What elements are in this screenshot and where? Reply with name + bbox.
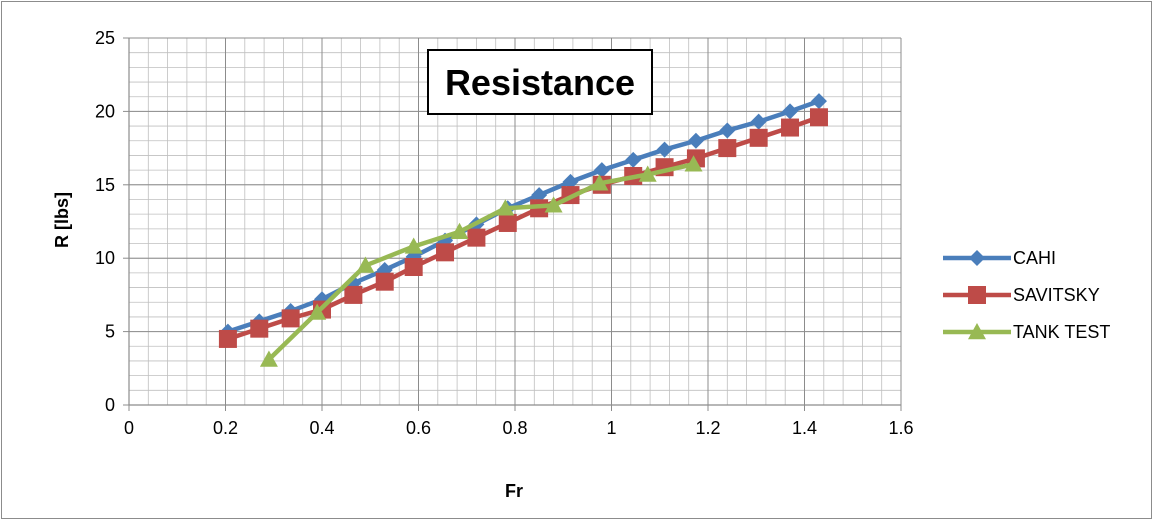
data-point-cahi — [810, 93, 827, 110]
legend-marker-savitsky — [968, 286, 986, 304]
legend-label-savitsky: SAVITSKY — [1013, 285, 1100, 305]
data-point-savitsky — [809, 108, 828, 127]
data-point-savitsky — [344, 285, 363, 304]
axes — [123, 37, 902, 411]
data-point-savitsky — [218, 329, 237, 348]
data-point-tank-test — [356, 256, 375, 273]
data-point-cahi — [593, 162, 610, 179]
legend-item-savitsky: SAVITSKY — [943, 285, 1100, 305]
data-point-savitsky — [281, 309, 300, 328]
x-tick-label: 1.2 — [695, 418, 720, 438]
y-tick-label: 25 — [95, 28, 115, 48]
data-point-cahi — [562, 173, 579, 190]
chart-title: Resistance — [445, 62, 635, 103]
series-tank-test — [259, 155, 703, 367]
data-point-cahi — [719, 122, 736, 139]
x-tick-label: 1.6 — [888, 418, 913, 438]
legend-item-tank-test: TANK TEST — [943, 322, 1110, 342]
data-point-cahi — [531, 187, 548, 204]
series-line-tank-test — [267, 162, 695, 362]
data-point-tank-test — [450, 222, 469, 239]
data-point-cahi — [687, 132, 704, 149]
data-point-savitsky — [404, 258, 423, 277]
data-point-savitsky — [436, 243, 455, 262]
data-point-savitsky — [467, 228, 486, 247]
x-tick-label: 0.4 — [309, 418, 334, 438]
data-point-tank-test — [544, 196, 563, 213]
data-point-savitsky — [781, 118, 800, 137]
data-point-tank-test — [496, 199, 515, 216]
data-point-tank-test — [638, 165, 657, 182]
legend-marker-cahi — [969, 250, 985, 266]
x-axis-title: Fr — [505, 481, 523, 501]
y-axis-title: R [lbs] — [52, 192, 72, 248]
x-tick-label: 1.4 — [792, 418, 817, 438]
y-tick-label: 10 — [95, 248, 115, 268]
x-tick-label: 0.8 — [502, 418, 527, 438]
data-point-cahi — [782, 103, 799, 120]
data-series — [218, 93, 828, 367]
legend-marker-tank-test — [968, 323, 986, 340]
data-point-tank-test — [308, 303, 327, 320]
legend-label-tank-test: TANK TEST — [1013, 322, 1110, 342]
data-point-tank-test — [590, 174, 609, 191]
data-point-savitsky — [250, 319, 269, 338]
data-point-tank-test — [259, 350, 278, 367]
data-point-tank-test — [404, 237, 423, 254]
x-tick-label: 0.2 — [213, 418, 238, 438]
data-point-savitsky — [749, 128, 768, 147]
data-point-cahi — [750, 113, 767, 130]
tick-labels: 0 0.2 0.4 0.6 0.8 1 1.2 1.4 1.6 0 5 10 15 20 25 — [95, 28, 914, 438]
x-tick-label: 0.6 — [406, 418, 431, 438]
y-tick-label: 15 — [95, 175, 115, 195]
series-savitsky — [218, 108, 828, 348]
x-tick-label: 1 — [606, 418, 616, 438]
legend-item-cahi: CAHI — [943, 248, 1056, 268]
x-tick-label: 0 — [124, 418, 134, 438]
data-point-cahi — [656, 141, 673, 158]
data-point-tank-test — [684, 155, 703, 172]
data-point-savitsky — [375, 272, 394, 291]
y-tick-label: 5 — [105, 322, 115, 342]
chart-title-box: Resistance — [427, 49, 653, 115]
y-tick-label: 20 — [95, 101, 115, 121]
y-tick-label: 0 — [105, 395, 115, 415]
legend-label-cahi: CAHI — [1013, 248, 1056, 268]
data-point-savitsky — [718, 139, 737, 158]
legend: CAHI SAVITSKY TANK TEST — [943, 248, 1110, 342]
data-point-savitsky — [498, 213, 517, 232]
data-point-cahi — [625, 151, 642, 168]
chart-title-border — [427, 49, 653, 115]
